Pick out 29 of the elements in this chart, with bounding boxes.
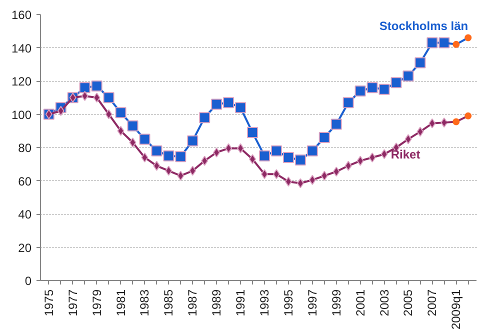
y-tick-label: 160 bbox=[11, 8, 32, 22]
x-tick-label: 1987 bbox=[186, 289, 200, 316]
x-tick-label: 1989 bbox=[210, 289, 224, 316]
y-tick-label: 120 bbox=[11, 74, 32, 88]
y-tick-label: 20 bbox=[18, 240, 32, 255]
y-tick-label: 40 bbox=[18, 208, 32, 222]
x-tick-label: 2007 bbox=[425, 289, 440, 316]
x-tick-label: 1997 bbox=[305, 289, 320, 316]
x-tick-label: 1981 bbox=[114, 289, 128, 316]
y-tick-label: 60 bbox=[18, 174, 32, 188]
x-tick-label: 2001 bbox=[353, 289, 368, 316]
x-tick-label: 1979 bbox=[90, 289, 104, 316]
x-tick-label: 1985 bbox=[162, 289, 176, 316]
x-tick-label: 1975 bbox=[42, 289, 56, 316]
x-tick-label: 1991 bbox=[234, 289, 248, 316]
x-tick-label: 2009q1 bbox=[449, 289, 464, 330]
y-tick-label: 0 bbox=[24, 274, 32, 288]
x-tick-label: 1977 bbox=[66, 289, 80, 316]
x-tick-label: 1999 bbox=[329, 289, 344, 316]
y-tick-label: 140 bbox=[11, 41, 32, 56]
y-tick-label: 100 bbox=[11, 108, 32, 122]
x-tick-label: 2003 bbox=[377, 289, 392, 316]
series-label: Stockholms län bbox=[379, 18, 468, 33]
y-tick-label: 80 bbox=[18, 141, 32, 155]
x-tick-label: 2005 bbox=[401, 289, 416, 316]
x-tick-label: 1995 bbox=[281, 289, 296, 316]
series-label: Riket bbox=[390, 148, 420, 162]
x-tick-label: 1983 bbox=[138, 289, 152, 316]
x-tick-label: 1993 bbox=[257, 289, 272, 316]
